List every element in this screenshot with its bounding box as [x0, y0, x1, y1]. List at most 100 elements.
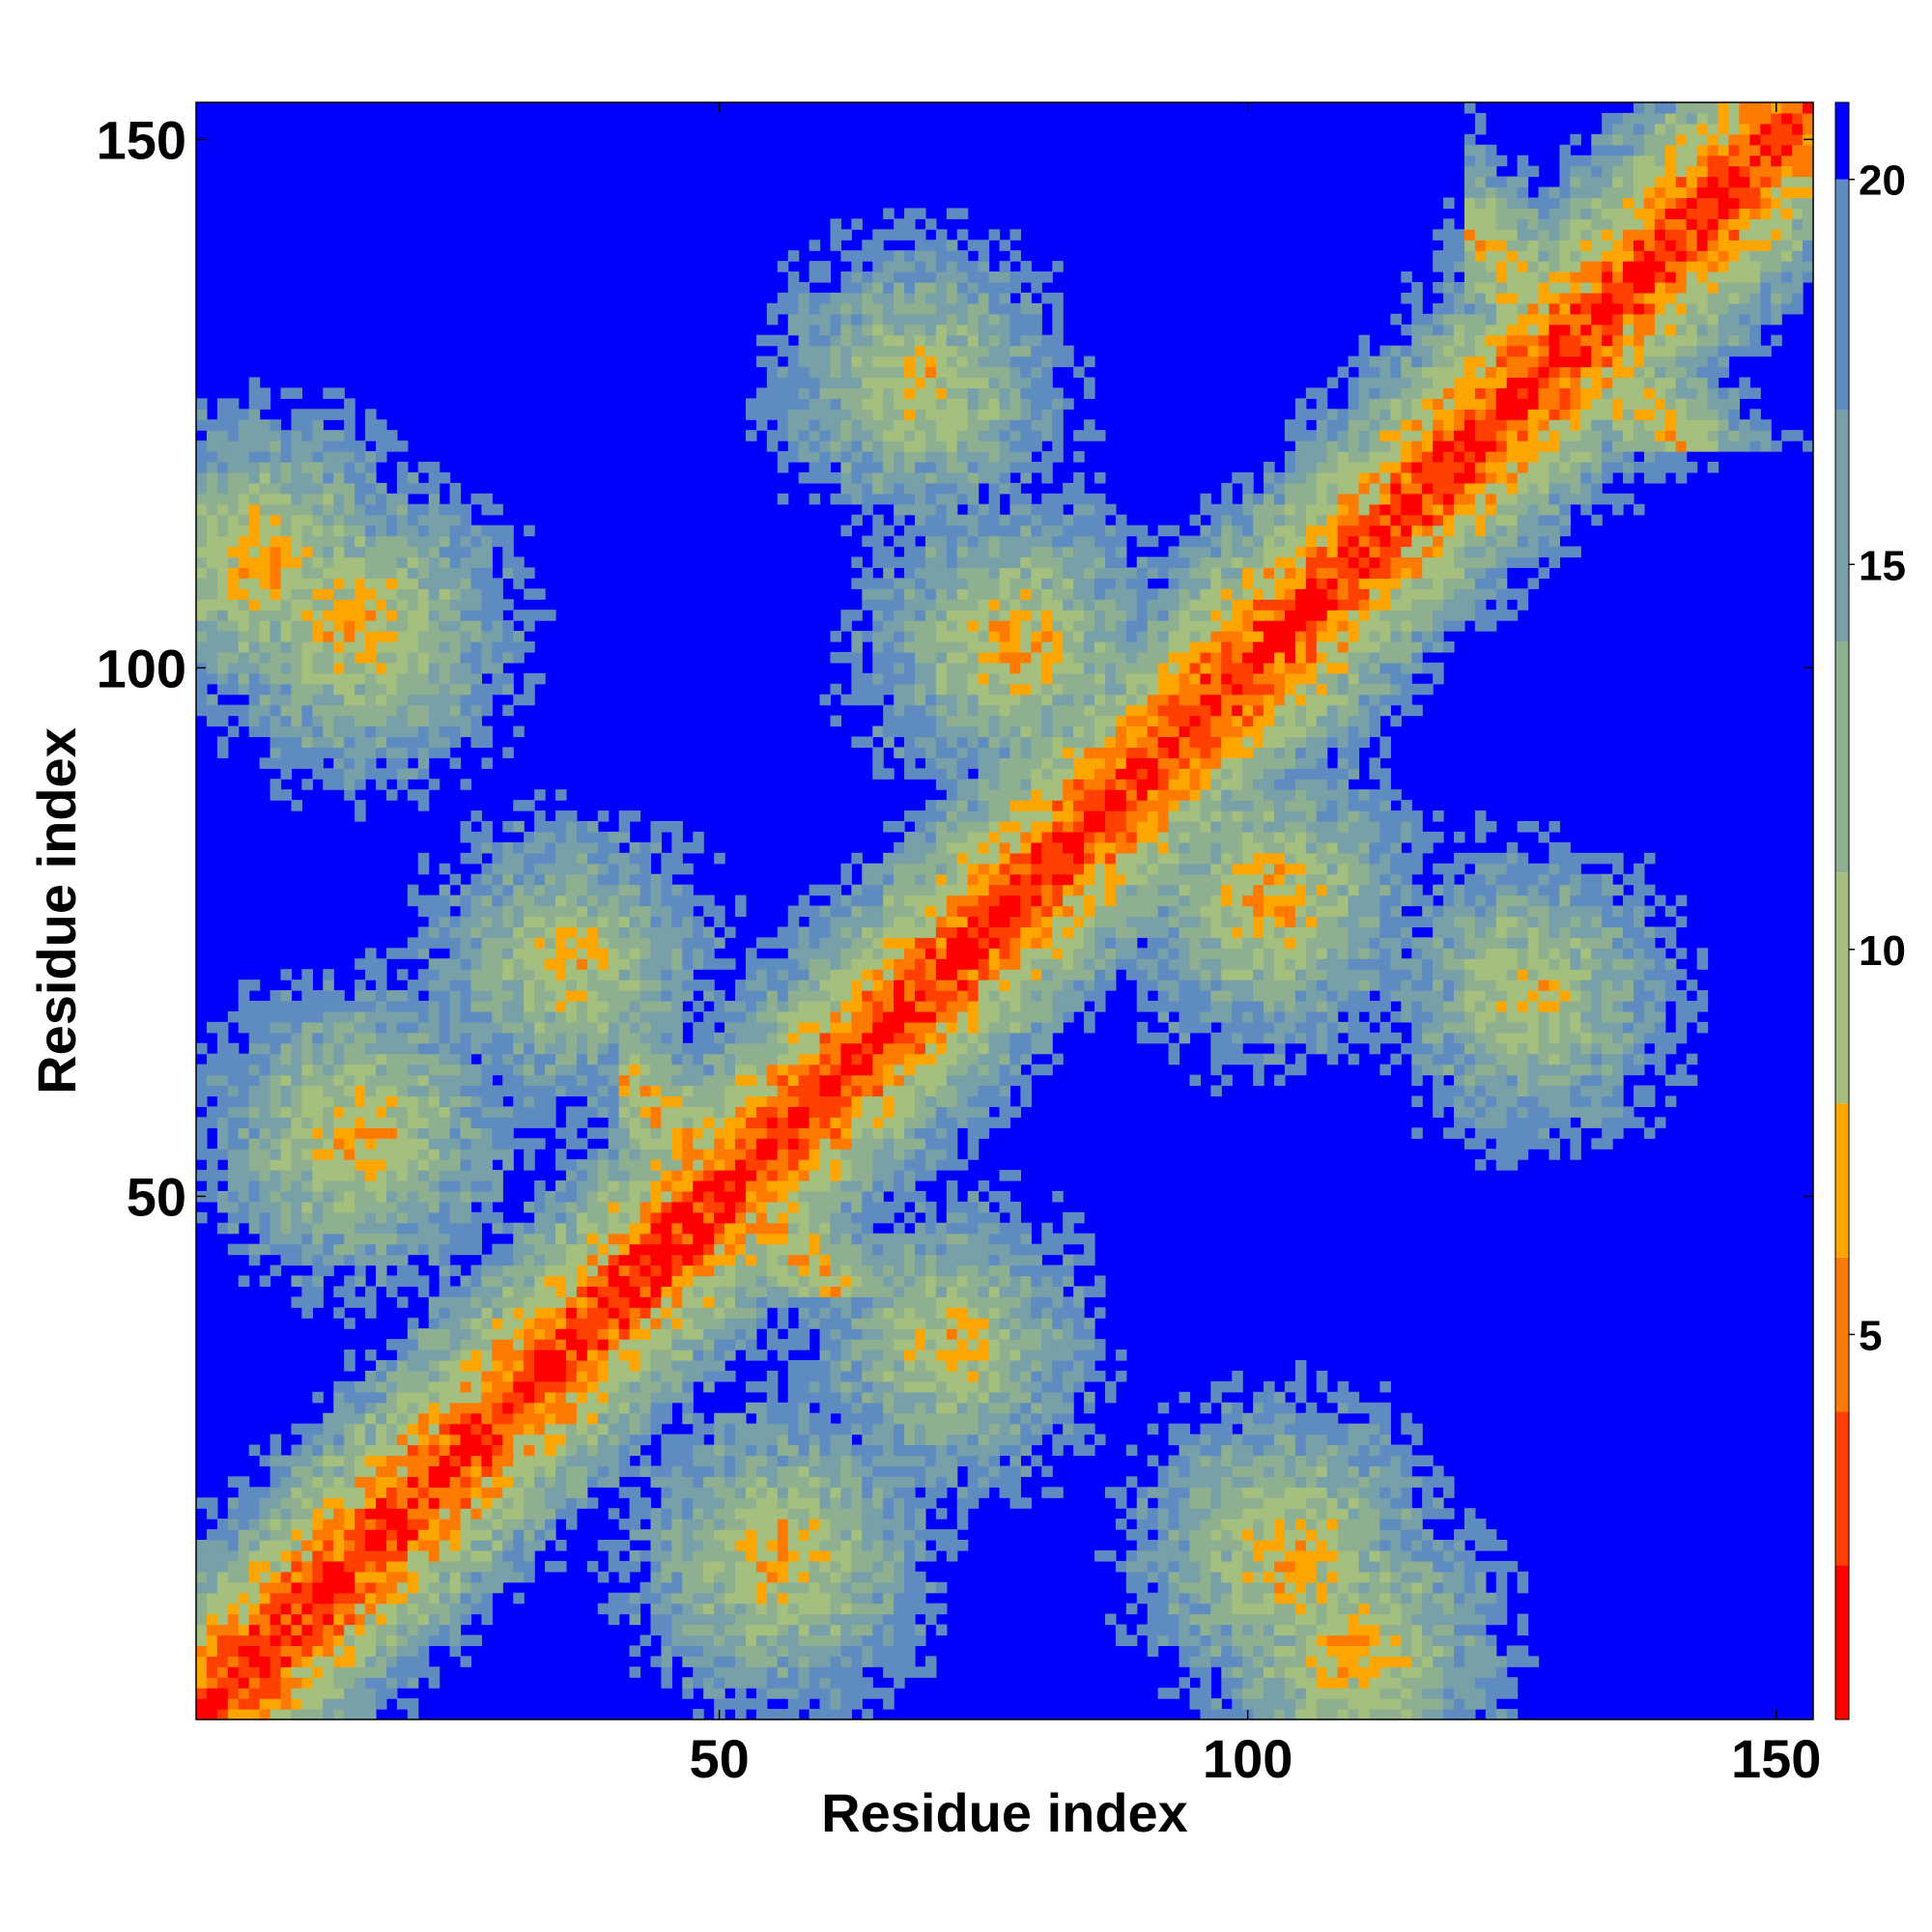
- heatmap-cell: [396, 1677, 409, 1689]
- heatmap-cell: [809, 1085, 821, 1097]
- heatmap-cell: [755, 1286, 768, 1297]
- heatmap-cell: [565, 852, 578, 865]
- heatmap-cell: [407, 1211, 419, 1224]
- heatmap-cell: [534, 1497, 546, 1509]
- heatmap-cell: [714, 1106, 725, 1118]
- heatmap-cell: [492, 852, 503, 865]
- heatmap-cell: [376, 525, 387, 537]
- heatmap-cell: [439, 1001, 451, 1012]
- heatmap-cell: [766, 1170, 779, 1181]
- heatmap-cell: [597, 1540, 610, 1551]
- heatmap-cell: [830, 1677, 842, 1689]
- heatmap-cell: [524, 1571, 535, 1583]
- heatmap-cell: [460, 1465, 472, 1477]
- heatmap-cell: [639, 1149, 652, 1160]
- heatmap-cell: [385, 736, 398, 749]
- heatmap-cell: [417, 715, 430, 727]
- heatmap-cell: [270, 1211, 282, 1224]
- heatmap-cell: [206, 1508, 218, 1520]
- heatmap-cell: [809, 1370, 821, 1382]
- heatmap-cell: [355, 1042, 366, 1055]
- heatmap-cell: [777, 409, 789, 420]
- heatmap-cell: [365, 757, 377, 769]
- heatmap-cell: [270, 482, 282, 495]
- heatmap-cell: [597, 1106, 610, 1118]
- heatmap-cell: [787, 1412, 800, 1425]
- heatmap-cell: [355, 1296, 366, 1308]
- heatmap-cell: [417, 503, 430, 516]
- heatmap-cell: [312, 430, 324, 441]
- heatmap-cell: [396, 779, 409, 790]
- heatmap-cell: [735, 1222, 747, 1235]
- heatmap-cell: [545, 1476, 556, 1488]
- heatmap-cell: [270, 672, 282, 685]
- heatmap-cell: [270, 1117, 282, 1128]
- heatmap-cell: [502, 1412, 514, 1425]
- heatmap-cell: [724, 1296, 736, 1308]
- heatmap-cell: [735, 1613, 747, 1626]
- heatmap-cell: [333, 1243, 345, 1256]
- heatmap-cell: [502, 1127, 514, 1139]
- heatmap-cell: [787, 1402, 800, 1414]
- heatmap-cell: [534, 948, 546, 959]
- heatmap-cell: [227, 662, 240, 674]
- heatmap-cell: [787, 1264, 800, 1277]
- heatmap-cell: [439, 1074, 451, 1087]
- heatmap-cell: [840, 1581, 852, 1594]
- heatmap-cell: [216, 419, 229, 431]
- heatmap-cell: [830, 1634, 842, 1647]
- heatmap-cell: [333, 546, 345, 558]
- heatmap-cell: [407, 789, 419, 801]
- heatmap-cell: [755, 1540, 768, 1551]
- heatmap-cell: [280, 1149, 293, 1160]
- heatmap-cell: [481, 1350, 493, 1361]
- heatmap-cell: [777, 1465, 789, 1477]
- heatmap-cell: [259, 578, 271, 589]
- heatmap-cell: [270, 789, 282, 801]
- heatmap-cell: [671, 831, 683, 843]
- heatmap-cell: [586, 1201, 599, 1213]
- heatmap-cell: [629, 1001, 641, 1012]
- heatmap-cell: [312, 1021, 324, 1034]
- heatmap-cell: [385, 948, 398, 959]
- heatmap-cell: [492, 1391, 503, 1404]
- heatmap-cell: [555, 1444, 567, 1457]
- heatmap-cell: [460, 610, 472, 621]
- heatmap-cell: [248, 430, 261, 441]
- heatmap-cell: [840, 1519, 852, 1530]
- heatmap-cell: [344, 546, 355, 558]
- heatmap-cell: [344, 1465, 355, 1477]
- heatmap-cell: [586, 1074, 599, 1087]
- heatmap-cell: [417, 980, 430, 991]
- heatmap-cell: [798, 430, 810, 441]
- heatmap-cell: [280, 1519, 293, 1530]
- heatmap-cell: [312, 440, 324, 452]
- heatmap-cell: [545, 1275, 556, 1288]
- heatmap-cell: [576, 1465, 588, 1477]
- heatmap-cell: [661, 1042, 672, 1055]
- heatmap-cell: [270, 1074, 282, 1087]
- heatmap-cell: [809, 313, 821, 326]
- heatmap-cell: [586, 916, 599, 928]
- heatmap-cell: [671, 1476, 683, 1488]
- heatmap-cell: [385, 651, 398, 664]
- heatmap-cell: [470, 1455, 483, 1467]
- heatmap-cell: [259, 694, 271, 706]
- heatmap-cell: [428, 779, 440, 790]
- heatmap-cell: [481, 1307, 493, 1319]
- heatmap-cell: [492, 895, 503, 907]
- heatmap-cell: [661, 1350, 672, 1361]
- heatmap-cell: [238, 1138, 250, 1150]
- heatmap-cell: [661, 1571, 672, 1583]
- heatmap-cell: [798, 1085, 810, 1097]
- heatmap-cell: [227, 599, 240, 611]
- heatmap-cell: [365, 948, 377, 959]
- heatmap-cell: [407, 683, 419, 696]
- heatmap-cell: [586, 1423, 599, 1435]
- heatmap-cell: [798, 1592, 810, 1605]
- heatmap-cell: [449, 1243, 462, 1256]
- heatmap-cell: [291, 725, 303, 738]
- heatmap-cell: [248, 451, 261, 463]
- heatmap-cell: [809, 1360, 821, 1372]
- heatmap-cell: [714, 1010, 725, 1023]
